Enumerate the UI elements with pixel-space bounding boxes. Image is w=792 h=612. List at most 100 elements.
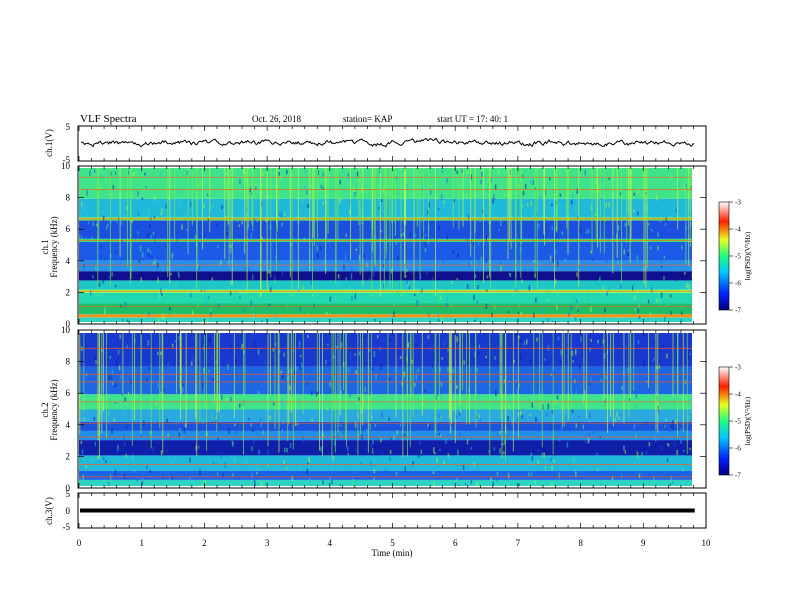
spectral-band [79,409,692,422]
spectral-speckle [424,248,427,253]
spectral-speckle [559,193,562,197]
spectral-speckle [291,390,294,396]
spectral-speckle [311,391,313,396]
spectral-speckle [361,221,363,225]
spectral-speckle [191,361,193,366]
spectral-speckle [560,360,562,364]
spectral-speckle [132,171,135,178]
spectral-speckle [537,460,539,465]
spectral-speckle [634,308,636,311]
spectral-speckle [557,261,559,267]
spectral-speckle [691,383,692,389]
spectral-speckle [403,380,405,387]
spectral-speckle [429,483,432,486]
spectral-speckle [244,267,247,273]
spectral-speckle [582,424,585,430]
spectral-speckle [576,272,578,277]
spectral-speckle [607,287,610,292]
date-label: Oct. 26, 2018 [252,114,301,124]
spectral-speckle [294,468,297,472]
spectral-speckle [608,177,611,180]
spectral-speckle [371,354,373,358]
spectral-speckle [443,200,445,204]
spectral-speckle [147,251,150,258]
spectral-speckle [280,370,282,374]
spectral-speckle [503,439,506,445]
spectral-speckle [166,449,169,452]
spectral-speckle [293,369,296,376]
spectral-speckle [96,455,99,459]
spectral-speckle [459,432,461,437]
spectral-speckle [147,340,150,346]
spectral-speckle [334,184,336,190]
spectral-speckle [230,345,232,349]
spectral-speckle [533,260,535,263]
spectral-speckle [669,483,672,486]
spectral-speckle [307,203,309,209]
spectral-speckle [349,352,352,359]
spectral-speckle [566,442,569,448]
spectral-speckle [677,350,680,354]
spectral-speckle [377,400,380,405]
spectral-speckle [91,237,94,243]
spectral-speckle [307,311,309,315]
spectral-speckle [142,417,145,423]
colorbar-tick-label: -4 [735,226,741,234]
spectral-speckle [432,281,434,285]
spectral-speckle [660,446,663,450]
spectral-speckle [415,373,417,380]
spectral-speckle [439,393,442,400]
spectral-speckle [165,203,167,209]
spectral-speckle [146,232,149,237]
spectral-speckle [246,189,249,194]
spectral-speckle [429,346,432,352]
spectral-speckle [120,304,122,308]
spectral-speckle [457,253,459,258]
spectral-speckle [509,169,511,175]
spectral-speckle [390,437,392,442]
spectral-speckle [601,178,604,183]
spectral-speckle [450,427,453,432]
spectral-speckle [209,307,212,313]
spectral-speckle [377,437,380,441]
spectral-speckle [107,481,110,486]
ch2-channel-label: ch.2 [40,402,50,417]
spectral-speckle [345,254,347,258]
spectral-speckle [349,209,351,215]
spectral-speckle [296,422,298,426]
spectral-speckle [380,423,382,427]
spectral-speckle [175,281,177,287]
spectral-speckle [519,354,522,360]
freq-tick-label: 0 [66,483,71,493]
spectral-speckle [132,454,134,461]
spectral-speckle [419,290,421,295]
spectral-speckle [250,232,253,238]
colorbar-tick-label: -5 [735,418,741,426]
spectral-speckle [266,194,269,199]
spectral-speckle [322,172,324,177]
spectral-speckle [604,187,607,191]
spectral-speckle [474,315,476,321]
spectral-speckle [624,222,627,227]
spectral-speckle [272,348,275,352]
spectral-speckle [404,419,406,426]
spectral-speckle [245,276,248,282]
spectral-speckle [499,447,501,454]
spectral-speckle [81,347,83,351]
spectral-speckle [693,251,695,254]
spectral-speckle [125,485,127,486]
spectral-speckle [196,263,199,269]
spectral-speckle [691,273,692,278]
spectral-speckle [458,411,461,417]
spectral-speckle [159,294,161,299]
spectral-speckle [217,245,219,249]
spectral-speckle [278,213,280,216]
spectral-speckle [578,365,581,370]
spectral-speckle [182,383,184,386]
spectral-speckle [98,282,101,287]
spectral-speckle [470,480,473,484]
spectral-speckle [492,481,494,485]
spectral-speckle [589,377,592,381]
spectral-speckle [590,205,593,210]
spectral-speckle [212,203,214,209]
